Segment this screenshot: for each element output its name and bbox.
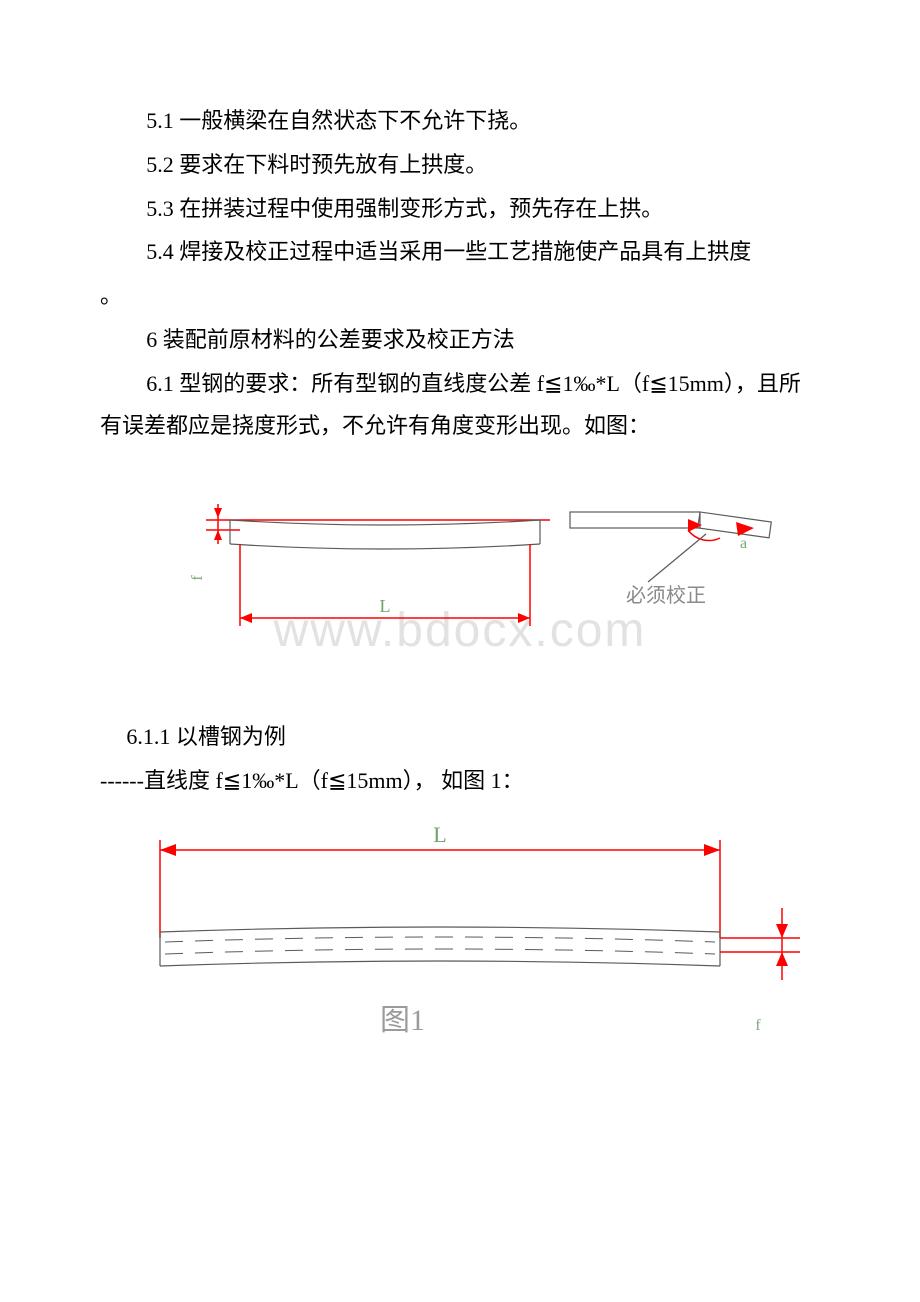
dim2-L-label: L <box>433 822 446 847</box>
paragraph-5-4-tail: 。 <box>100 275 820 317</box>
watermark-text: www.bdocx.com <box>273 604 647 657</box>
dim2-L-arrow-left <box>160 844 176 856</box>
paragraph-5-3: 5.3 在拼装过程中使用强制变形方式，预先存在上拱。 <box>100 188 820 230</box>
beam-bottom <box>230 544 540 549</box>
paragraph-6-1-1-line: ------直线度 f≦1‰*L（f≦15mm）， 如图 1： <box>100 760 820 802</box>
paragraph-6: 6 装配前原材料的公差要求及校正方法 <box>100 319 820 361</box>
note-text: 必须校正 <box>626 584 706 607</box>
figure-1-svg: www.bdocx.com f L <box>140 486 780 686</box>
figure-2-wrap: L f 图1 <box>100 820 820 1060</box>
dim2-f-arrow-top <box>776 924 788 938</box>
dim-f-arrow-top <box>214 508 222 518</box>
dim-f-label: f <box>189 575 206 581</box>
figure-2-caption: 图1 <box>380 1004 425 1037</box>
angle-bar-straight <box>570 512 700 528</box>
paragraph-5-1: 5.1 一般横梁在自然状态下不允许下挠。 <box>100 100 820 142</box>
paragraph-6-1-1: 6.1.1 以槽钢为例 <box>100 716 820 758</box>
angle-bar-bent <box>698 512 772 538</box>
document-page: 5.1 一般横梁在自然状态下不允许下挠。 5.2 要求在下料时预先放有上拱度。 … <box>0 0 920 1302</box>
beam2-top <box>160 927 720 932</box>
note-leader <box>648 534 706 582</box>
beam2-dash-1 <box>165 937 715 942</box>
dim2-f-label: f <box>755 1017 761 1034</box>
figure-2-svg: L f 图1 <box>110 820 810 1060</box>
dim2-L-arrow-right <box>704 844 720 856</box>
angle-a-label: a <box>740 535 747 552</box>
figure-1-wrap: www.bdocx.com f L <box>100 486 820 686</box>
paragraph-5-4: 5.4 焊接及校正过程中适当采用一些工艺措施使产品具有上拱度 <box>100 231 820 273</box>
dim-L-arrow-left <box>240 613 252 623</box>
paragraph-5-2: 5.2 要求在下料时预先放有上拱度。 <box>100 144 820 186</box>
dim-L-label: L <box>380 596 391 616</box>
paragraph-6-1: 6.1 型钢的要求：所有型钢的直线度公差 f≦1‰*L（f≦15mm），且所有误… <box>100 363 820 447</box>
beam2-bottom <box>160 961 720 966</box>
dim-f-arrow-bot <box>214 530 222 540</box>
beam2-dash-2 <box>165 949 715 954</box>
dim2-f-arrow-bot <box>776 952 788 966</box>
